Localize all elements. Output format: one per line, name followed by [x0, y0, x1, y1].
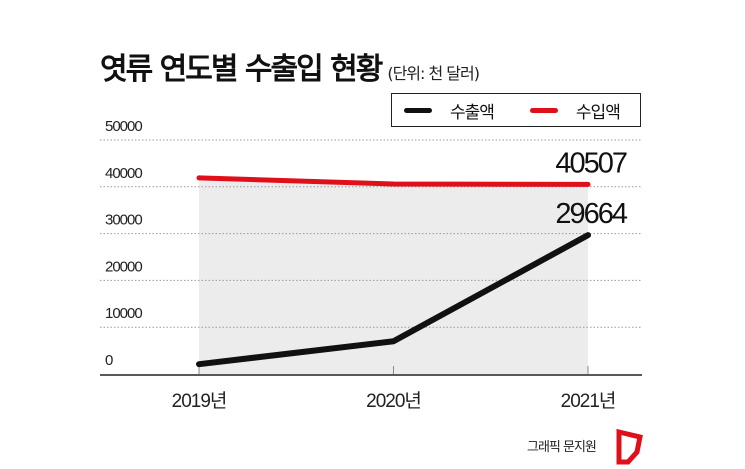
y-tick-label: 50000 — [105, 118, 142, 135]
shaded-area — [199, 177, 588, 374]
title-text: 엿류 연도별 수출입 현황 — [100, 52, 383, 87]
legend: 수출액 수입액 — [391, 93, 641, 127]
x-tick-label: 2021년 — [561, 390, 616, 412]
y-tick-label: 40000 — [105, 165, 142, 182]
data-label: 29664 — [555, 198, 628, 230]
chart-title: 엿류 연도별 수출입 현황 (단위: 천 달러) — [100, 44, 480, 88]
x-tick-label: 2020년 — [366, 390, 421, 412]
y-tick-label: 0 — [105, 352, 113, 369]
x-tick-label: 2019년 — [172, 390, 227, 412]
legend-item-export: 수출액 — [404, 98, 495, 123]
data-label: 40507 — [555, 147, 627, 179]
legend-label-import: 수입액 — [575, 102, 621, 123]
y-tick-label: 30000 — [105, 212, 142, 229]
legend-item-import: 수입액 — [529, 98, 621, 123]
credit: 그래픽 문지원 — [527, 440, 597, 455]
legend-swatch-export — [404, 107, 432, 113]
legend-label-export: 수출액 — [450, 102, 495, 123]
legend-swatch-import — [529, 107, 558, 113]
y-tick-label: 10000 — [105, 305, 142, 322]
unit-label: (단위: 천 달러) — [387, 64, 480, 83]
y-tick-label: 20000 — [105, 258, 142, 275]
